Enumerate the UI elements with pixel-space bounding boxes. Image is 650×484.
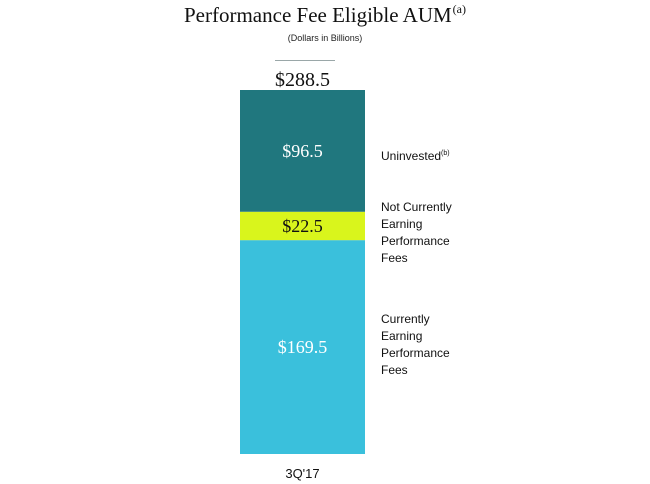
- title-superscript: (a): [452, 2, 466, 16]
- bar-segment-0: [240, 240, 365, 454]
- legend-label-currently-earning: Currently Earning Performance Fees: [381, 312, 450, 377]
- data-label-2: $96.5: [282, 141, 323, 161]
- x-tick-label: 3Q'17: [285, 466, 320, 481]
- chart-subtitle: (Dollars in Billions): [287, 33, 363, 43]
- legend-label-uninvested: Uninvested(b): [381, 149, 450, 163]
- bar-segment-2: [240, 90, 365, 212]
- bar-segment-1: [240, 211, 365, 241]
- total-label: $288.5: [275, 69, 330, 91]
- data-label-1: $22.5: [282, 216, 323, 236]
- total-rule: [275, 60, 335, 61]
- data-label-0: $169.5: [278, 337, 328, 357]
- chart-title: Performance Fee Eligible AUM(a): [183, 2, 466, 27]
- legend-label-not-currently-earning: Not Currently Earning Performance Fees: [381, 200, 452, 265]
- uninvested-superscript: (b): [441, 150, 450, 157]
